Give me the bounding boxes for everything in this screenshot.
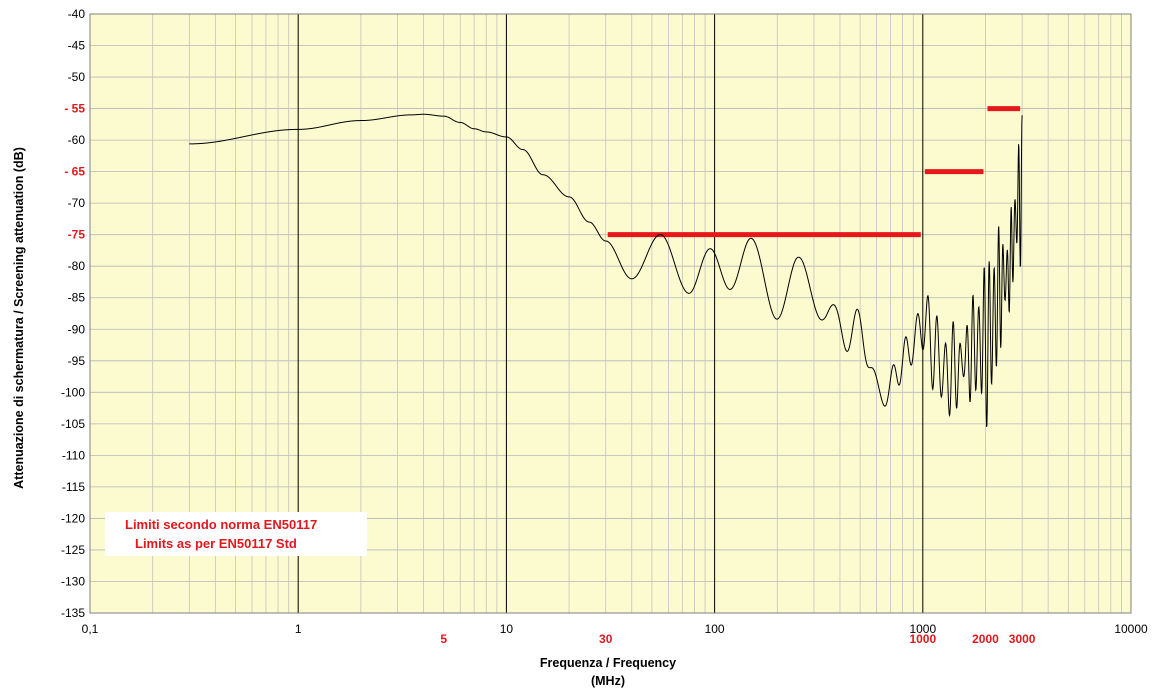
y-tick-label: -100 xyxy=(61,385,85,399)
y-tick-label: -115 xyxy=(62,480,85,494)
x-tick-label: 10 xyxy=(500,622,514,636)
y-tick-label: -45 xyxy=(68,39,86,53)
x-tick-label: 1 xyxy=(295,622,302,636)
x-tick-label-highlight: 2000 xyxy=(972,632,999,646)
y-axis-title: Attenuazione di schermatura / Screening … xyxy=(12,147,26,489)
y-tick-label: -60 xyxy=(68,133,86,147)
x-tick-label: 10000 xyxy=(1114,622,1148,636)
annotation-line-1: Limiti secondo norma EN50117 xyxy=(125,517,317,532)
y-tick-label: -40 xyxy=(68,7,86,21)
x-tick-label-highlight: 1000 xyxy=(909,632,936,646)
y-tick-label: -85 xyxy=(68,291,86,305)
y-tick-label: -90 xyxy=(68,322,86,336)
x-tick-label-highlight: 3000 xyxy=(1009,632,1036,646)
y-tick-label: -80 xyxy=(68,259,86,273)
x-tick-label-highlight: 30 xyxy=(599,632,613,646)
y-tick-label: - 65 xyxy=(64,165,85,179)
annotation-line-2: Limits as per EN50117 Std xyxy=(135,536,297,551)
y-tick-label: - 55 xyxy=(64,102,85,116)
y-tick-label: -70 xyxy=(68,196,86,210)
x-axis-unit: (MHz) xyxy=(591,674,625,688)
x-axis-title: Frequenza / Frequency xyxy=(540,656,676,670)
y-tick-label: -120 xyxy=(61,511,85,525)
x-tick-labels-highlight: 5 30 1000 2000 3000 xyxy=(440,632,1035,646)
y-tick-label: -50 xyxy=(68,70,86,84)
y-tick-label: -95 xyxy=(68,354,86,368)
y-tick-labels: -40 -45 -50 - 55 -60 - 65 -70 -75 -80 -85 -90 -95 -1… xyxy=(61,7,85,620)
x-tick-label-highlight: 5 xyxy=(440,632,447,646)
y-tick-label: -130 xyxy=(61,574,85,588)
y-tick-label: -105 xyxy=(61,417,85,431)
x-tick-label: 0,1 xyxy=(82,622,99,636)
y-tick-label: -110 xyxy=(62,448,85,462)
x-tick-label: 100 xyxy=(705,622,725,636)
y-tick-label: -135 xyxy=(61,606,85,620)
y-tick-label: -75 xyxy=(68,228,86,242)
y-tick-label: -125 xyxy=(61,543,85,557)
